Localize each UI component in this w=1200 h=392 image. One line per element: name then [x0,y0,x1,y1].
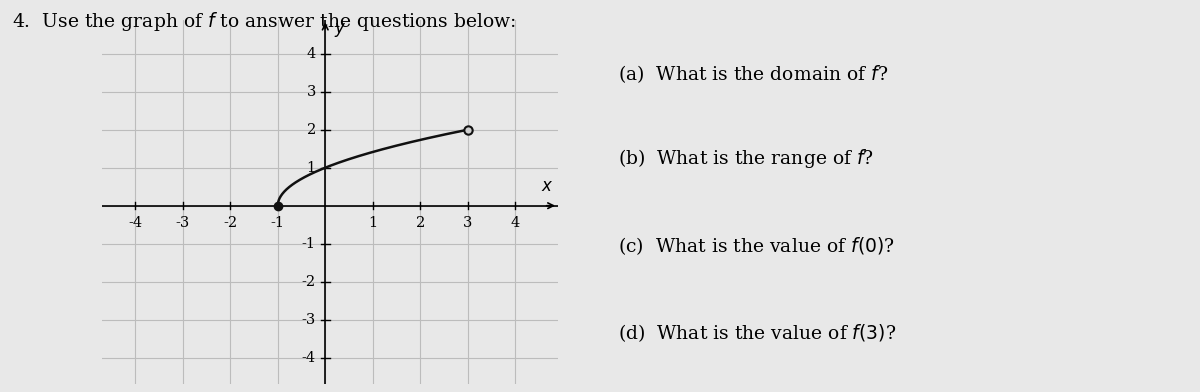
Text: (d)  What is the value of $f(3)$?: (d) What is the value of $f(3)$? [618,322,896,344]
Text: -2: -2 [223,216,238,230]
Text: -3: -3 [175,216,190,230]
Text: (c)  What is the value of $f(0)$?: (c) What is the value of $f(0)$? [618,235,894,256]
Text: -3: -3 [301,312,316,327]
Text: -1: -1 [271,216,284,230]
Text: (a)  What is the domain of $f$?: (a) What is the domain of $f$? [618,64,888,85]
Text: -4: -4 [301,350,316,365]
Text: (b)  What is the range of $f$?: (b) What is the range of $f$? [618,147,874,170]
Text: 4: 4 [306,47,316,61]
Text: 1: 1 [368,216,377,230]
Text: 4.  Use the graph of $f$ to answer the questions below:: 4. Use the graph of $f$ to answer the qu… [12,10,516,33]
Text: 4: 4 [511,216,520,230]
Text: 2: 2 [306,123,316,137]
Text: 3: 3 [306,85,316,99]
Text: 3: 3 [463,216,473,230]
Text: $x$: $x$ [541,177,553,195]
Text: 2: 2 [415,216,425,230]
Text: 1: 1 [307,161,316,175]
Text: -1: -1 [301,237,316,250]
Text: -4: -4 [128,216,143,230]
Text: $y$: $y$ [334,22,347,40]
Text: -2: -2 [301,275,316,289]
